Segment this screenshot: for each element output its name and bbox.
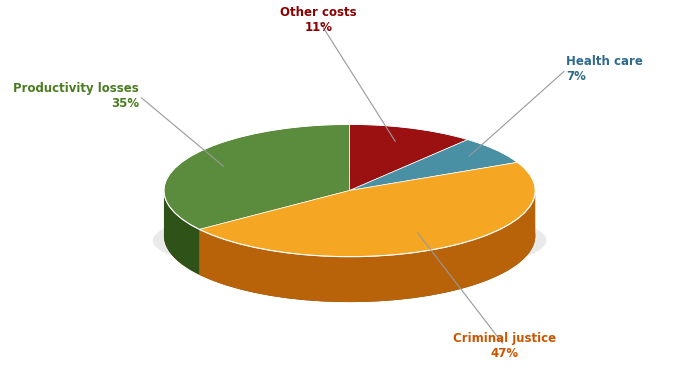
Text: Criminal justice
47%: Criminal justice 47% (453, 331, 556, 360)
Text: Health care
7%: Health care 7% (566, 56, 643, 83)
Polygon shape (164, 124, 350, 229)
Polygon shape (164, 190, 200, 275)
Polygon shape (350, 139, 517, 190)
Polygon shape (350, 124, 468, 190)
Polygon shape (200, 190, 350, 275)
Text: Productivity losses
35%: Productivity losses 35% (14, 82, 139, 110)
Text: Other costs
11%: Other costs 11% (280, 6, 357, 34)
Ellipse shape (153, 204, 547, 277)
Polygon shape (200, 190, 350, 275)
Polygon shape (200, 191, 535, 302)
Polygon shape (200, 162, 535, 257)
Ellipse shape (164, 170, 535, 302)
